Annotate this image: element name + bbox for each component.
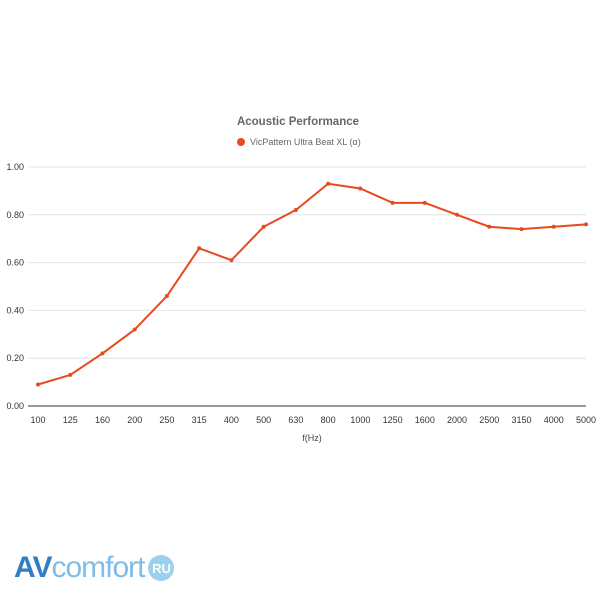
x-tick-label: 250 <box>159 415 174 425</box>
data-point <box>358 186 363 191</box>
legend: VicPattern Ultra Beat XL (α) <box>237 137 361 147</box>
data-point <box>100 351 105 356</box>
x-tick-label: 2500 <box>479 415 499 425</box>
data-point <box>422 200 427 205</box>
avcomfort-logo: AV comfort RU <box>14 551 175 585</box>
data-point <box>229 258 234 263</box>
y-tick-label: 1.00 <box>6 162 24 172</box>
x-tick-label: 5000 <box>576 415 596 425</box>
x-axis-ticks: 100 125 160 200 250 315 400 500 630 800 1000 1250 16… <box>30 415 596 425</box>
data-point <box>68 372 73 377</box>
y-tick-label: 0.20 <box>6 353 24 363</box>
data-point <box>36 382 40 387</box>
x-tick-label: 500 <box>256 415 271 425</box>
logo-ru-badge: RU <box>148 555 175 581</box>
y-tick-label: 0.60 <box>6 258 24 268</box>
y-tick-label: 0.80 <box>6 210 24 220</box>
data-point <box>164 294 169 299</box>
x-tick-label: 400 <box>224 415 239 425</box>
x-tick-label: 2000 <box>447 415 467 425</box>
data-point <box>551 224 556 229</box>
y-tick-label: 0.00 <box>6 401 24 411</box>
x-tick-label: 100 <box>30 415 45 425</box>
data-point <box>487 224 492 229</box>
x-tick-label: 630 <box>288 415 303 425</box>
x-tick-label: 200 <box>127 415 142 425</box>
data-point <box>197 246 202 251</box>
series <box>36 181 588 387</box>
x-tick-label: 1600 <box>415 415 435 425</box>
data-point <box>326 181 331 186</box>
data-point <box>584 222 588 227</box>
y-tick-label: 0.40 <box>6 305 24 315</box>
x-tick-label: 315 <box>192 415 207 425</box>
logo-comfort-text: comfort <box>51 551 145 584</box>
x-tick-label: 800 <box>321 415 336 425</box>
x-tick-label: 125 <box>63 415 78 425</box>
x-tick-label: 1000 <box>350 415 370 425</box>
grid <box>28 166 586 407</box>
series-line <box>37 182 587 386</box>
data-point <box>293 208 298 213</box>
data-point <box>261 224 266 229</box>
x-tick-label: 4000 <box>544 415 564 425</box>
data-point <box>519 227 524 232</box>
data-point <box>455 212 460 217</box>
x-axis-title: f(Hz) <box>302 433 322 443</box>
chart-title: Acoustic Performance <box>237 116 359 128</box>
x-tick-label: 160 <box>95 415 110 425</box>
x-tick-label: 3150 <box>512 415 532 425</box>
data-point <box>390 200 395 205</box>
legend-label: VicPattern Ultra Beat XL (α) <box>250 137 361 147</box>
data-point <box>132 327 137 332</box>
y-axis-ticks: 0.00 0.20 0.40 0.60 0.80 1.00 <box>6 162 24 411</box>
x-tick-label: 1250 <box>383 415 403 425</box>
legend-marker <box>237 138 245 146</box>
logo-av-text: AV <box>14 551 52 584</box>
